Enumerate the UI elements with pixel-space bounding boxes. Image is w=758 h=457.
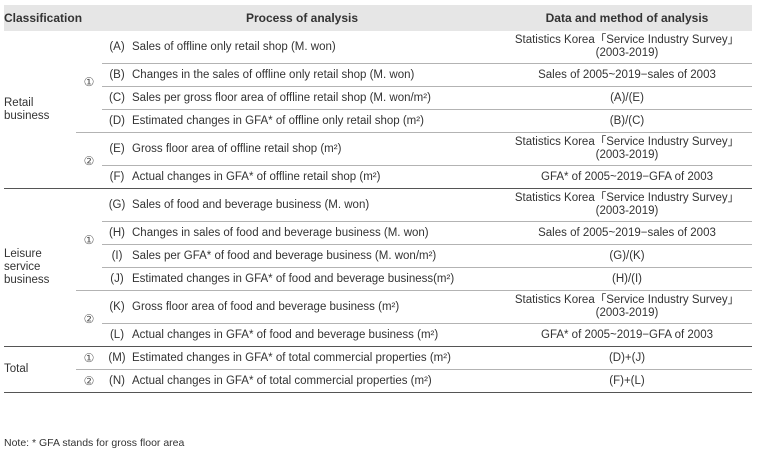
row-letter: (E)	[102, 132, 132, 166]
row-process: Sales per gross floor area of offline re…	[132, 86, 502, 110]
row-process: Changes in the sales of offline only ret…	[132, 63, 502, 87]
row-data-method: (H)/(I)	[502, 267, 752, 291]
row-letter: (I)	[102, 244, 132, 268]
row-data-method: GFA* of 2005~2019−GFA of 2003	[502, 165, 752, 189]
table-row: Retail business ① (A) Sales of offline on…	[4, 31, 752, 189]
row-process: Estimated changes in GFA* of food and be…	[132, 267, 502, 291]
row-letter: (F)	[102, 165, 132, 189]
row-letter: (M)	[102, 346, 132, 370]
row-process: Sales of offline only retail shop (M. wo…	[132, 31, 502, 64]
table-row: (H) Changes in sales of food and beverag…	[4, 221, 752, 245]
row-process: Gross floor area of offline retail shop …	[132, 132, 502, 166]
table-row: Leisure service business ① (G) Sales of fo…	[4, 188, 752, 347]
group-retail-business: Retail business	[4, 31, 76, 189]
row-data-method: Statistics Korea「Service Industry Survey…	[502, 188, 752, 222]
table-note: Note: * GFA stands for gross floor area	[4, 437, 185, 449]
row-data-method: Statistics Korea「Service Industry Survey…	[502, 31, 752, 64]
table-row: (B) Changes in the sales of offline only…	[4, 63, 752, 87]
row-data-method: Statistics Korea「Service Industry Survey…	[502, 132, 752, 166]
row-letter: (H)	[102, 221, 132, 245]
row-letter: (A)	[102, 31, 132, 64]
row-process: Sales of food and beverage business (M. …	[132, 188, 502, 222]
table-row: ② (N) Actual changes in GFA* of total co…	[4, 369, 752, 393]
row-process: Actual changes in GFA* of offline retail…	[132, 165, 502, 189]
row-process: Actual changes in GFA* of total commerci…	[132, 369, 502, 393]
table-row: (F) Actual changes in GFA* of offline re…	[4, 165, 752, 189]
row-data-method: (A)/(E)	[502, 86, 752, 110]
row-data-method: GFA* of 2005~2019−GFA of 2003	[502, 323, 752, 347]
group-total: Total	[4, 346, 76, 393]
header-data-method: Data and method of analysis	[502, 5, 752, 31]
row-data-method: (G)/(K)	[502, 244, 752, 268]
row-process: Changes in sales of food and beverage bu…	[132, 221, 502, 245]
row-letter: (C)	[102, 86, 132, 110]
table-row: (C) Sales per gross floor area of offlin…	[4, 86, 752, 110]
marker-two: ②	[76, 132, 102, 189]
table-row: ② (E) Gross floor area of offline retail…	[4, 132, 752, 189]
row-data-method: Sales of 2005~2019−sales of 2003	[502, 63, 752, 87]
row-process: Gross floor area of food and beverage bu…	[132, 290, 502, 324]
header-classification: Classification	[4, 5, 102, 31]
row-letter: (G)	[102, 188, 132, 222]
marker-one: ①	[76, 31, 102, 133]
marker-two: ②	[76, 290, 102, 347]
row-data-method: (B)/(C)	[502, 109, 752, 133]
table-row: (I) Sales per GFA* of food and beverage …	[4, 244, 752, 268]
row-letter: (K)	[102, 290, 132, 324]
table-row: (L) Actual changes in GFA* of food and b…	[4, 323, 752, 347]
row-data-method: Sales of 2005~2019−sales of 2003	[502, 221, 752, 245]
row-letter: (N)	[102, 369, 132, 393]
row-data-method: (F)+(L)	[502, 369, 752, 393]
row-process: Sales per GFA* of food and beverage busi…	[132, 244, 502, 268]
group-leisure-service-business: Leisure service business	[4, 188, 76, 347]
row-letter: (L)	[102, 323, 132, 347]
analysis-table: Classification Process of analysis Data …	[4, 5, 752, 393]
header-row: Classification Process of analysis Data …	[4, 5, 752, 31]
header-process: Process of analysis	[102, 5, 502, 31]
table-row: (D) Estimated changes in GFA* of offline…	[4, 109, 752, 133]
row-letter: (B)	[102, 63, 132, 87]
row-data-method: (D)+(J)	[502, 346, 752, 370]
row-process: Estimated changes in GFA* of offline onl…	[132, 109, 502, 133]
table-row: ② (K) Gross floor area of food and bever…	[4, 290, 752, 347]
marker-two: ②	[76, 369, 102, 393]
marker-one: ①	[76, 346, 102, 370]
row-letter: (J)	[102, 267, 132, 291]
row-data-method: Statistics Korea「Service Industry Survey…	[502, 290, 752, 324]
row-process: Actual changes in GFA* of food and bever…	[132, 323, 502, 347]
row-letter: (D)	[102, 109, 132, 133]
row-process: Estimated changes in GFA* of total comme…	[132, 346, 502, 370]
table-row: Total ① (M) Estimated changes in GFA* of…	[4, 346, 752, 393]
marker-one: ①	[76, 188, 102, 291]
table-row: (J) Estimated changes in GFA* of food an…	[4, 267, 752, 291]
